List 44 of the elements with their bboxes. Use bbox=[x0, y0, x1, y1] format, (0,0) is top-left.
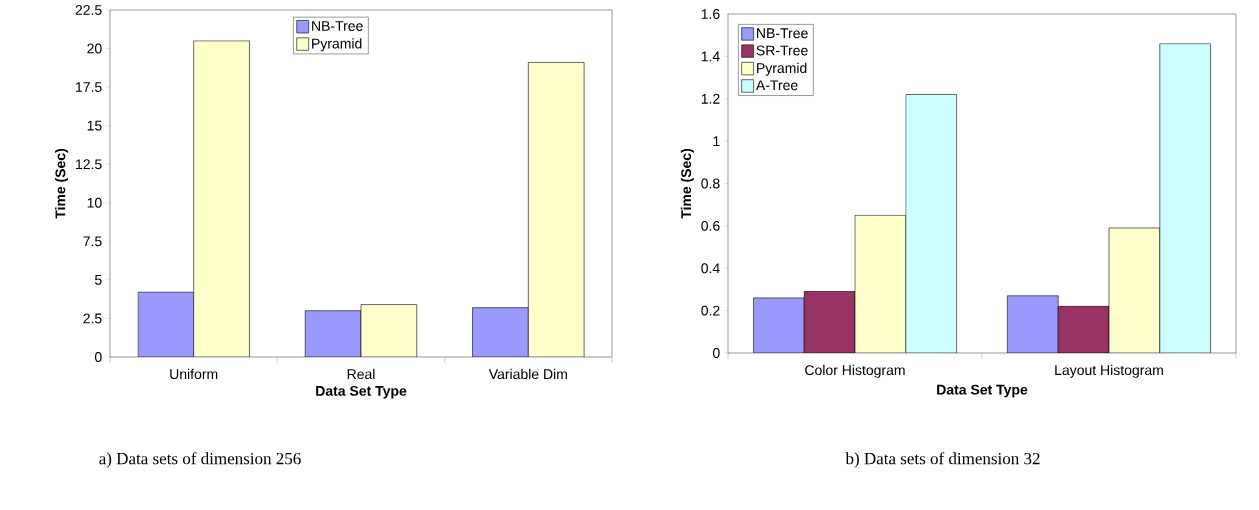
bar bbox=[472, 307, 529, 357]
y-tick-label: 1.6 bbox=[701, 9, 720, 19]
x-tick-label: Real bbox=[347, 368, 375, 380]
bar bbox=[803, 291, 856, 353]
bar bbox=[528, 62, 585, 357]
legend-label: SR-Tree bbox=[756, 45, 808, 56]
bar bbox=[137, 291, 194, 357]
x-tick-label: Layout Histogram bbox=[1055, 364, 1163, 378]
y-tick-label: 20 bbox=[87, 43, 102, 54]
y-tick-label: 5 bbox=[94, 274, 102, 285]
bar bbox=[360, 304, 418, 357]
y-tick-label: 1.4 bbox=[701, 51, 720, 62]
bar bbox=[1057, 306, 1110, 353]
y-tick-label: 2.5 bbox=[83, 313, 102, 324]
legend-label: Pyramid bbox=[757, 62, 807, 76]
y-tick-label: 1.2 bbox=[701, 93, 720, 104]
y-tick-label: 7.5 bbox=[83, 236, 102, 247]
y-tick-label: 22.5 bbox=[75, 5, 102, 15]
legend-label: A-Tree bbox=[755, 80, 798, 91]
legend-label: NB-Tree bbox=[312, 21, 363, 31]
x-tick-label: Variable Dim bbox=[488, 368, 567, 380]
x-axis-title: Data Set Type bbox=[937, 384, 1028, 398]
y-tick-label: 0.2 bbox=[701, 305, 720, 316]
y-tick-label: 15 bbox=[87, 120, 102, 131]
y-tick-label: 0.6 bbox=[701, 220, 720, 231]
text: a) Data sets of dimension 256 bbox=[99, 452, 301, 468]
y-tick-label: 17.5 bbox=[76, 82, 102, 92]
bar bbox=[193, 40, 250, 357]
y-tick-label: 10 bbox=[87, 197, 102, 208]
y-tick-label: 12.5 bbox=[76, 159, 102, 170]
x-axis-title: Data Set Type bbox=[316, 385, 407, 399]
legend-label: NB-Tree bbox=[757, 28, 808, 39]
y-tick-label: 0.4 bbox=[701, 263, 720, 274]
y-axis-title: Time (Sec) bbox=[55, 148, 69, 219]
text: b) Data sets of dimension 32 bbox=[845, 452, 1040, 468]
y-tick-label: 0 bbox=[94, 352, 102, 362]
y-axis-title: Time (Sec) bbox=[680, 148, 694, 219]
y-tick-label: 0.8 bbox=[701, 178, 720, 189]
y-tick-label: 1 bbox=[713, 136, 720, 146]
y-tick-label: 0 bbox=[712, 348, 720, 358]
x-tick-label: Color Histogram bbox=[805, 364, 905, 378]
legend-label: Pyramid bbox=[312, 38, 362, 52]
x-tick-label: Uniform bbox=[170, 368, 218, 380]
bar bbox=[304, 310, 362, 357]
